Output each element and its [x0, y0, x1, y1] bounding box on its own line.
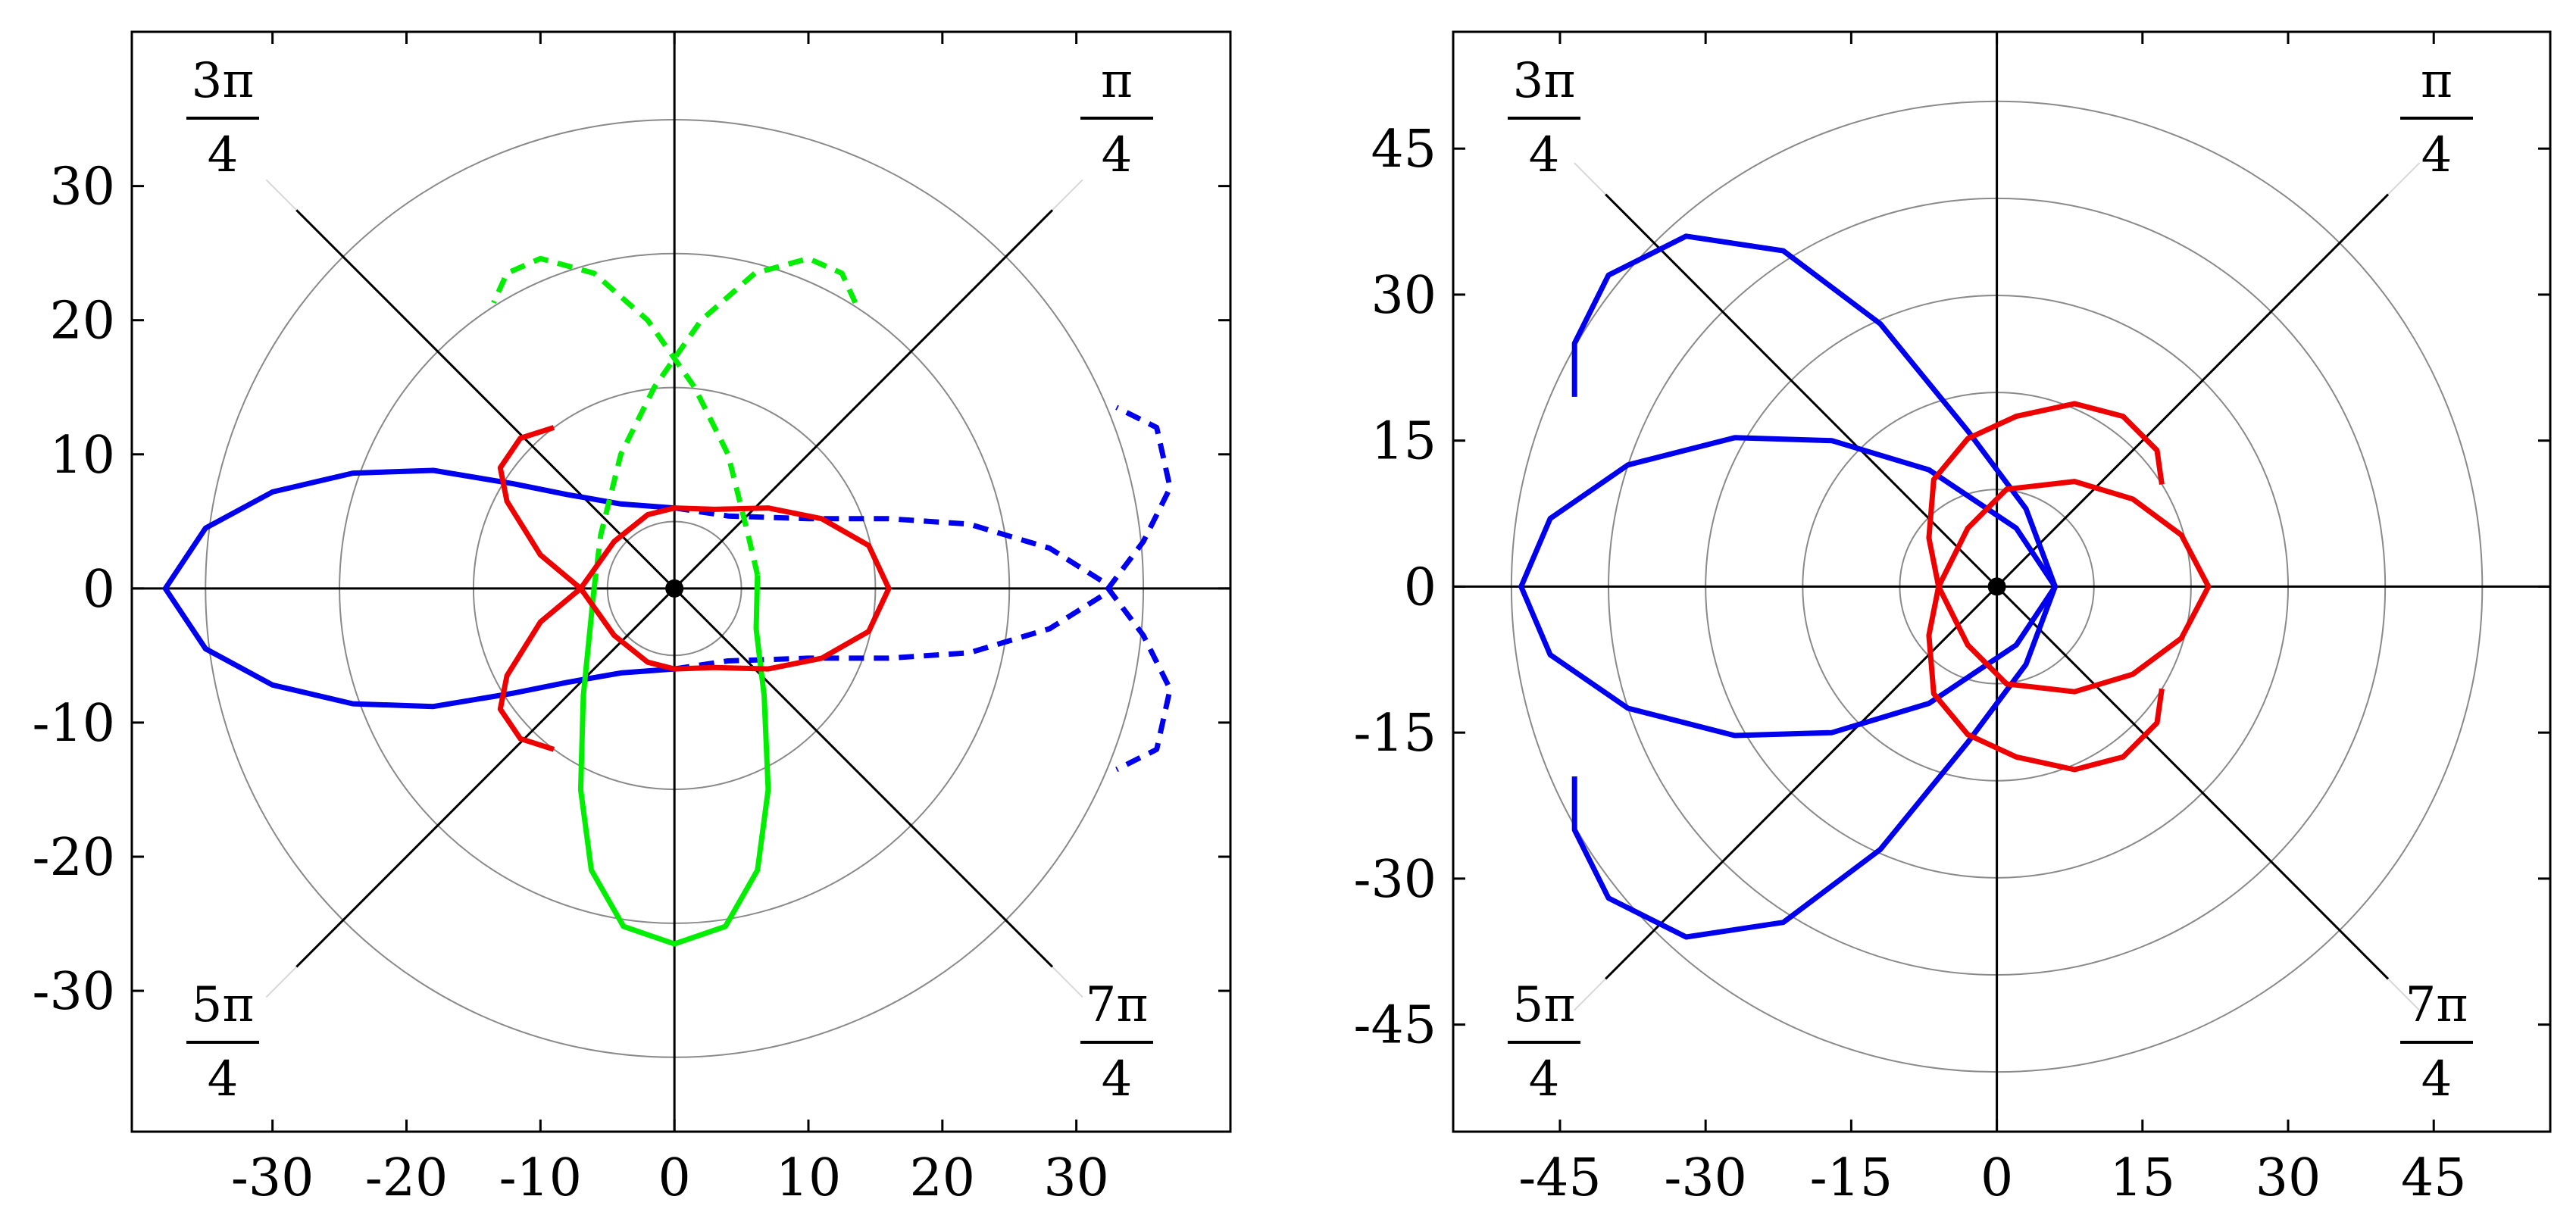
plot-frame	[1452, 30, 2552, 1133]
angle-label: 7π4	[1080, 977, 1153, 1107]
angle-label-numerator: π	[1101, 53, 1133, 109]
diagonal-ray-tail	[1052, 179, 1083, 211]
angle-label-numerator: 5π	[192, 977, 255, 1033]
series-curve-2	[1518, 435, 2058, 739]
angle-label-denominator: 4	[1529, 127, 1560, 183]
diagonal-ray-tail	[1574, 162, 1606, 195]
diagonal-ray-tail	[2387, 162, 2421, 195]
diagonal-ray	[1996, 193, 2390, 588]
plot-area	[132, 32, 1230, 1132]
angle-label-denominator: 4	[2421, 1051, 2453, 1107]
angle-label-denominator: 4	[1102, 1051, 1133, 1107]
angle-label: 3π4	[1508, 53, 1580, 183]
angle-label: 5π4	[1508, 977, 1580, 1107]
y-tick-label: -45	[1353, 996, 1436, 1056]
x-tick-label: 20	[910, 1148, 976, 1208]
angle-label: π4	[2400, 53, 2473, 183]
x-tick-label: 30	[1043, 1148, 1109, 1208]
angle-label-numerator: π	[2421, 53, 2453, 109]
angle-label-denominator: 4	[2421, 127, 2453, 183]
y-tick-label: 30	[1371, 266, 1436, 326]
angle-label-denominator: 4	[1102, 127, 1133, 183]
diagonal-ray-tail	[265, 966, 297, 998]
x-tick-label: -10	[499, 1148, 583, 1208]
series-curve-4	[577, 575, 771, 947]
plot-area	[1453, 32, 2550, 1132]
x-tick-label: -30	[231, 1148, 314, 1208]
series-curve-5	[591, 255, 858, 589]
diagonal-ray	[1996, 586, 2390, 980]
series-curve-3	[674, 505, 1173, 773]
diagonal-ray-tail	[265, 179, 297, 211]
angle-label-numerator: 3π	[1513, 53, 1576, 109]
diagonal-ray	[295, 587, 676, 968]
y-tick-label: -20	[32, 828, 115, 888]
y-tick-label: -15	[1353, 704, 1436, 764]
series-curve-6	[491, 255, 761, 576]
y-tick-label: -10	[32, 694, 115, 754]
diagonal-ray-tail	[1574, 978, 1606, 1011]
angle-label-numerator: 7π	[2406, 977, 2468, 1033]
polar-chart-2: -45 -30 -15 0 15 30 45-45-30-150153045π43π45π4…	[1353, 30, 2552, 1208]
diagonal-ray-tail	[2387, 978, 2421, 1011]
x-tick-label: -15	[1810, 1148, 1893, 1208]
x-tick-label: -20	[365, 1148, 449, 1208]
angle-label-denominator: 4	[208, 127, 239, 183]
angle-label: 3π4	[186, 53, 259, 183]
angle-label-denominator: 4	[208, 1051, 239, 1107]
angle-label-numerator: 7π	[1086, 977, 1149, 1033]
x-tick-label: 15	[2110, 1148, 2176, 1208]
angle-label: 5π4	[186, 977, 259, 1107]
series-curve-3	[1926, 401, 2212, 773]
polar-chart-1: -30 -20 -10 0 10 20 30-30-20-100102030π43π45π4…	[32, 30, 1232, 1208]
angle-label-numerator: 5π	[1513, 977, 1576, 1033]
y-tick-label: 45	[1371, 120, 1436, 180]
y-tick-label: 30	[49, 158, 115, 217]
y-tick-label: -30	[1353, 850, 1436, 910]
x-tick-label: 30	[2256, 1148, 2321, 1208]
x-tick-label: 10	[776, 1148, 842, 1208]
angle-label: π4	[1080, 53, 1153, 183]
x-tick-label: 0	[1980, 1148, 2013, 1208]
y-tick-label: 20	[49, 292, 115, 351]
y-tick-label: 0	[83, 560, 115, 620]
series-curve-2	[674, 404, 1173, 672]
y-tick-label: -30	[32, 962, 115, 1022]
origin-marker	[1987, 577, 2006, 596]
series-curve-1	[162, 467, 675, 710]
origin-marker	[665, 579, 684, 598]
x-tick-label: -45	[1518, 1148, 1602, 1208]
angle-label-denominator: 4	[1529, 1051, 1560, 1107]
angle-label: 7π4	[2400, 977, 2473, 1107]
x-tick-label: -30	[1664, 1148, 1747, 1208]
y-tick-label: 0	[1404, 558, 1436, 617]
y-tick-label: 15	[1371, 412, 1436, 472]
diagonal-ray-tail	[1052, 966, 1083, 998]
x-tick-label: 45	[2401, 1148, 2467, 1208]
plot-frame	[130, 30, 1232, 1133]
diagonal-ray	[674, 587, 1054, 968]
series-curve-7	[497, 425, 892, 752]
diagonal-ray	[295, 209, 676, 589]
x-tick-label: 0	[658, 1148, 691, 1208]
diagonal-ray	[674, 209, 1054, 589]
angle-label-numerator: 3π	[192, 53, 255, 109]
y-tick-label: 10	[49, 426, 115, 486]
